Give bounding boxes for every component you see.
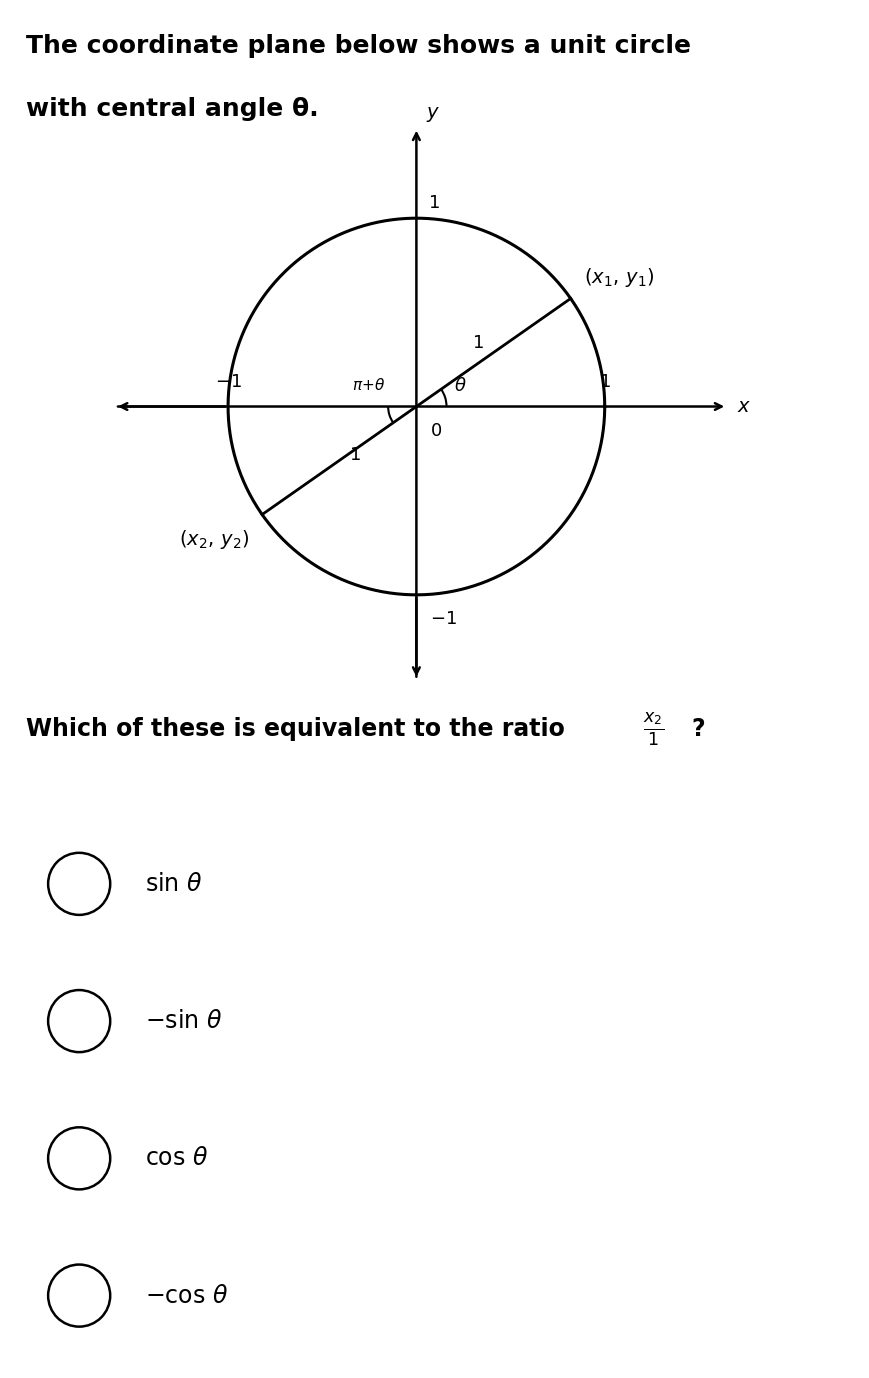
Text: $-1$: $-1$ [215, 373, 242, 391]
Text: $1$: $1$ [428, 194, 440, 212]
Text: $1$: $1$ [472, 333, 484, 351]
Text: $-1$: $-1$ [429, 610, 456, 628]
Text: Which of these is equivalent to the ratio: Which of these is equivalent to the rati… [26, 718, 574, 741]
Text: $0$: $0$ [429, 422, 441, 440]
Text: $1$: $1$ [599, 373, 611, 391]
Text: The coordinate plane below shows a unit circle: The coordinate plane below shows a unit … [26, 34, 691, 58]
Text: $\theta$: $\theta$ [454, 378, 467, 395]
Text: $\pi\!+\!\theta$: $\pi\!+\!\theta$ [352, 378, 386, 393]
Text: $(x_1,\,y_1)$: $(x_1,\,y_1)$ [584, 266, 654, 289]
Text: $(x_2,\,y_2)$: $(x_2,\,y_2)$ [179, 528, 249, 551]
Text: $\frac{x_2}{1}$: $\frac{x_2}{1}$ [643, 711, 664, 748]
Text: $-\sin\,\theta$: $-\sin\,\theta$ [144, 1009, 222, 1034]
Text: with central angle θ.: with central angle θ. [26, 96, 319, 121]
Text: $y$: $y$ [426, 105, 440, 124]
Text: $-\cos\,\theta$: $-\cos\,\theta$ [144, 1283, 228, 1308]
Text: $x$: $x$ [737, 397, 751, 416]
Text: ?: ? [692, 718, 706, 741]
Text: $\sin\,\theta$: $\sin\,\theta$ [144, 872, 202, 896]
Text: $\cos\,\theta$: $\cos\,\theta$ [144, 1146, 208, 1170]
Text: $1$: $1$ [349, 446, 361, 464]
